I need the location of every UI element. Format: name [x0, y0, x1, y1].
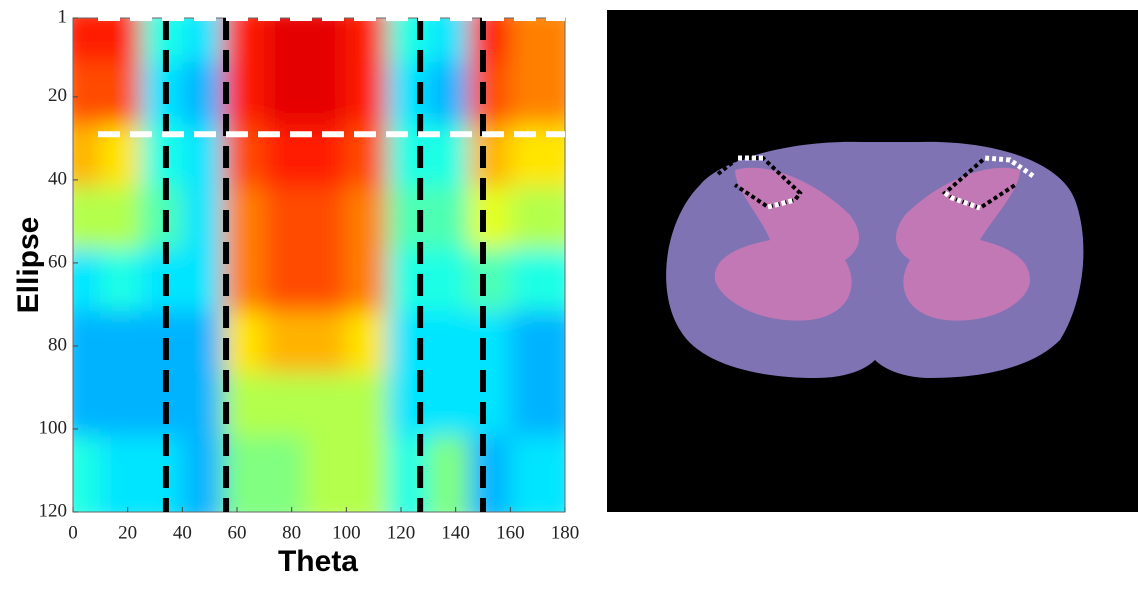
heat-cell [510, 435, 565, 512]
heatmap [73, 18, 565, 512]
x-tick-label: 140 [441, 522, 470, 543]
tissue-photo [607, 10, 1138, 512]
y-tick-label: 40 [48, 168, 67, 189]
roi-right-white [943, 190, 981, 211]
heatmap-cells [73, 18, 565, 512]
y-tick-label: 120 [39, 500, 68, 521]
gray-matter-left [714, 167, 860, 321]
roi-right-white [984, 155, 1035, 179]
x-axis-title: Theta [278, 545, 358, 578]
x-tick-label: 80 [282, 522, 301, 543]
y-axis-title: Ellipse [12, 217, 45, 314]
x-tick-label: 120 [387, 522, 416, 543]
overlay-lines [72, 15, 566, 513]
gray-matter-right [895, 167, 1030, 321]
roi-left-black [716, 156, 803, 210]
x-tick-label: 40 [173, 522, 192, 543]
y-tick-label: 100 [39, 417, 68, 438]
x-tick-label: 20 [118, 522, 137, 543]
y-tick-label: 80 [48, 334, 67, 355]
y-tick-label: 1 [58, 6, 68, 27]
plot-frame [72, 17, 566, 513]
x-tick-label: 100 [332, 522, 361, 543]
x-tick-label: 160 [496, 522, 525, 543]
x-tick-label: 0 [68, 522, 78, 543]
y-tick-label: 20 [48, 85, 67, 106]
roi-left-white [767, 197, 796, 210]
y-tick-label: 60 [48, 251, 67, 272]
x-tick-label: 60 [228, 522, 247, 543]
x-tick-label: 180 [551, 522, 580, 543]
